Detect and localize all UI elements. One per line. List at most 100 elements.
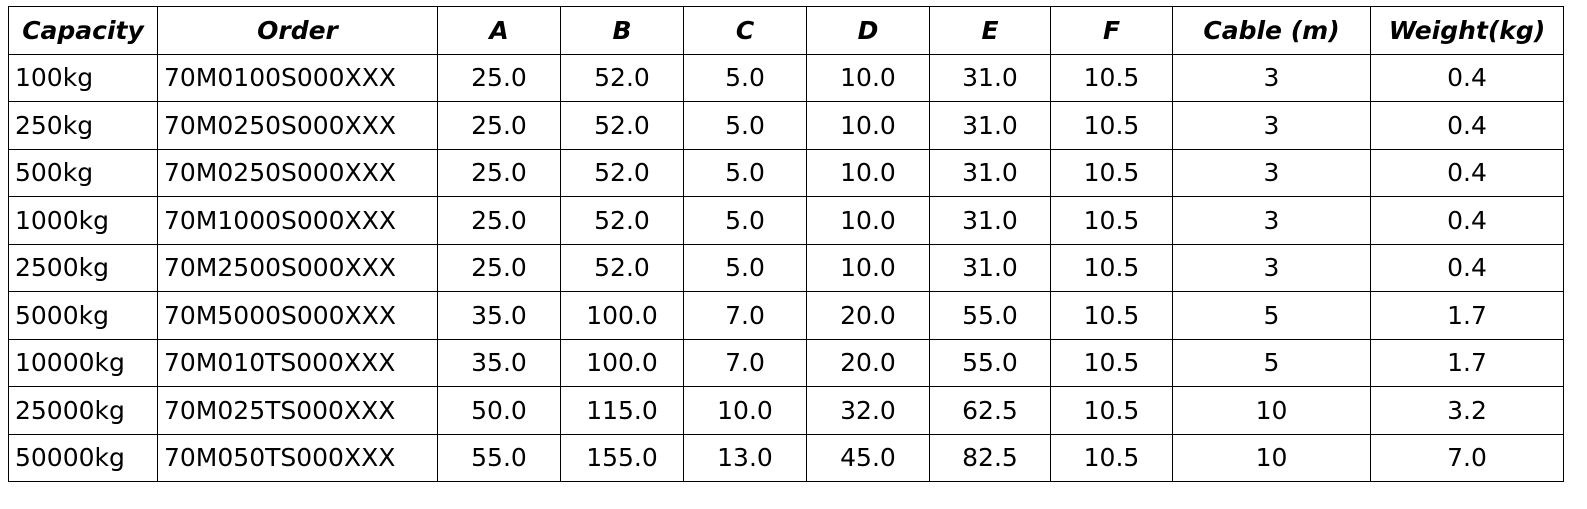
table-body: 100kg 70M0100S000XXX 25.0 52.0 5.0 10.0 31.0 10… xyxy=(8,53,1564,482)
table-cell: 10.5 xyxy=(1050,148,1173,197)
table-row: 50000kg 70M050TS000XXX 55.0 155.0 13.0 45.0 82… xyxy=(8,433,1564,482)
table-cell: 100.0 xyxy=(560,338,684,387)
table-cell: 5 xyxy=(1172,338,1371,387)
table-cell: 3 xyxy=(1172,148,1371,197)
table-cell: 55.0 xyxy=(929,291,1051,340)
table-cell: 250kg xyxy=(8,101,158,150)
table-cell: 10.5 xyxy=(1050,196,1173,245)
table-cell: 20.0 xyxy=(806,338,930,387)
table-cell: 3 xyxy=(1172,101,1371,150)
table-cell: 70M2500S000XXX xyxy=(157,243,438,292)
table-cell: 62.5 xyxy=(929,386,1051,435)
table-row: 250kg 70M0250S000XXX 25.0 52.0 5.0 10.0 31.0 10… xyxy=(8,101,1564,150)
table-cell: 5.0 xyxy=(683,148,807,197)
header-cell: B xyxy=(560,6,684,55)
table-cell: 100kg xyxy=(8,53,158,102)
table-cell: 0.4 xyxy=(1370,101,1564,150)
table-cell: 32.0 xyxy=(806,386,930,435)
header-cell: Cable (m) xyxy=(1172,6,1371,55)
table-cell: 25.0 xyxy=(437,101,561,150)
table-row: 25000kg 70M025TS000XXX 50.0 115.0 10.0 32.0 62… xyxy=(8,386,1564,435)
header-cell: E xyxy=(929,6,1051,55)
table-cell: 5.0 xyxy=(683,243,807,292)
table-cell: 10.5 xyxy=(1050,243,1173,292)
table-cell: 3 xyxy=(1172,243,1371,292)
table-cell: 70M025TS000XXX xyxy=(157,386,438,435)
header-cell: Capacity xyxy=(8,6,158,55)
table-cell: 500kg xyxy=(8,148,158,197)
table-cell: 7.0 xyxy=(683,338,807,387)
table-cell: 2500kg xyxy=(8,243,158,292)
table-cell: 0.4 xyxy=(1370,148,1564,197)
table-cell: 100.0 xyxy=(560,291,684,340)
table-cell: 10.5 xyxy=(1050,386,1173,435)
table-cell: 115.0 xyxy=(560,386,684,435)
table-cell: 10.0 xyxy=(806,148,930,197)
table-cell: 25.0 xyxy=(437,196,561,245)
table-row: 500kg 70M0250S000XXX 25.0 52.0 5.0 10.0 31.0 10… xyxy=(8,148,1564,197)
table-header: Capacity Order A B C D E F Cable (m) Weight(kg) xyxy=(8,6,1564,55)
header-row: Capacity Order A B C D E F Cable (m) Weight(kg) xyxy=(8,6,1564,55)
table-cell: 1000kg xyxy=(8,196,158,245)
table-cell: 31.0 xyxy=(929,101,1051,150)
table-cell: 5000kg xyxy=(8,291,158,340)
table-cell: 25.0 xyxy=(437,243,561,292)
table-cell: 52.0 xyxy=(560,243,684,292)
table-cell: 50.0 xyxy=(437,386,561,435)
table-cell: 70M5000S000XXX xyxy=(157,291,438,340)
table-cell: 10.0 xyxy=(806,101,930,150)
header-cell: D xyxy=(806,6,930,55)
table-row: 10000kg 70M010TS000XXX 35.0 100.0 7.0 20.0 55.… xyxy=(8,338,1564,387)
table-row: 100kg 70M0100S000XXX 25.0 52.0 5.0 10.0 31.0 10… xyxy=(8,53,1564,102)
table-cell: 5 xyxy=(1172,291,1371,340)
table-cell: 31.0 xyxy=(929,196,1051,245)
header-cell: Order xyxy=(157,6,438,55)
table-row: 1000kg 70M1000S000XXX 25.0 52.0 5.0 10.0 31.0 1… xyxy=(8,196,1564,245)
table-cell: 10.0 xyxy=(806,243,930,292)
table-cell: 82.5 xyxy=(929,433,1051,482)
table-cell: 0.4 xyxy=(1370,196,1564,245)
table-cell: 10.0 xyxy=(683,386,807,435)
table-cell: 1.7 xyxy=(1370,291,1564,340)
table-cell: 5.0 xyxy=(683,101,807,150)
spec-table: Capacity Order A B C D E F Cable (m) Weight(kg) 1… xyxy=(8,6,1564,482)
table-cell: 35.0 xyxy=(437,291,561,340)
table-cell: 70M010TS000XXX xyxy=(157,338,438,387)
table-cell: 70M050TS000XXX xyxy=(157,433,438,482)
table-cell: 5.0 xyxy=(683,53,807,102)
table-cell: 13.0 xyxy=(683,433,807,482)
table-cell: 25.0 xyxy=(437,148,561,197)
table-cell: 5.0 xyxy=(683,196,807,245)
table-cell: 31.0 xyxy=(929,148,1051,197)
table-cell: 52.0 xyxy=(560,53,684,102)
table-cell: 10000kg xyxy=(8,338,158,387)
table-cell: 1.7 xyxy=(1370,338,1564,387)
table-cell: 0.4 xyxy=(1370,53,1564,102)
table-cell: 70M0250S000XXX xyxy=(157,148,438,197)
table-cell: 3 xyxy=(1172,196,1371,245)
table-cell: 35.0 xyxy=(437,338,561,387)
table-cell: 10.0 xyxy=(806,53,930,102)
table-cell: 10 xyxy=(1172,433,1371,482)
table-cell: 52.0 xyxy=(560,101,684,150)
table-cell: 31.0 xyxy=(929,243,1051,292)
table-cell: 3.2 xyxy=(1370,386,1564,435)
table-cell: 10.5 xyxy=(1050,338,1173,387)
table-cell: 7.0 xyxy=(683,291,807,340)
table-cell: 55.0 xyxy=(437,433,561,482)
table-cell: 10.5 xyxy=(1050,433,1173,482)
table-cell: 7.0 xyxy=(1370,433,1564,482)
table-cell: 45.0 xyxy=(806,433,930,482)
table-cell: 10.0 xyxy=(806,196,930,245)
table-cell: 10.5 xyxy=(1050,101,1173,150)
table-cell: 52.0 xyxy=(560,196,684,245)
table-cell: 70M0100S000XXX xyxy=(157,53,438,102)
table-cell: 52.0 xyxy=(560,148,684,197)
header-cell: C xyxy=(683,6,807,55)
table-cell: 25.0 xyxy=(437,53,561,102)
table-cell: 10.5 xyxy=(1050,53,1173,102)
header-cell: A xyxy=(437,6,561,55)
table-cell: 10.5 xyxy=(1050,291,1173,340)
table-cell: 0.4 xyxy=(1370,243,1564,292)
